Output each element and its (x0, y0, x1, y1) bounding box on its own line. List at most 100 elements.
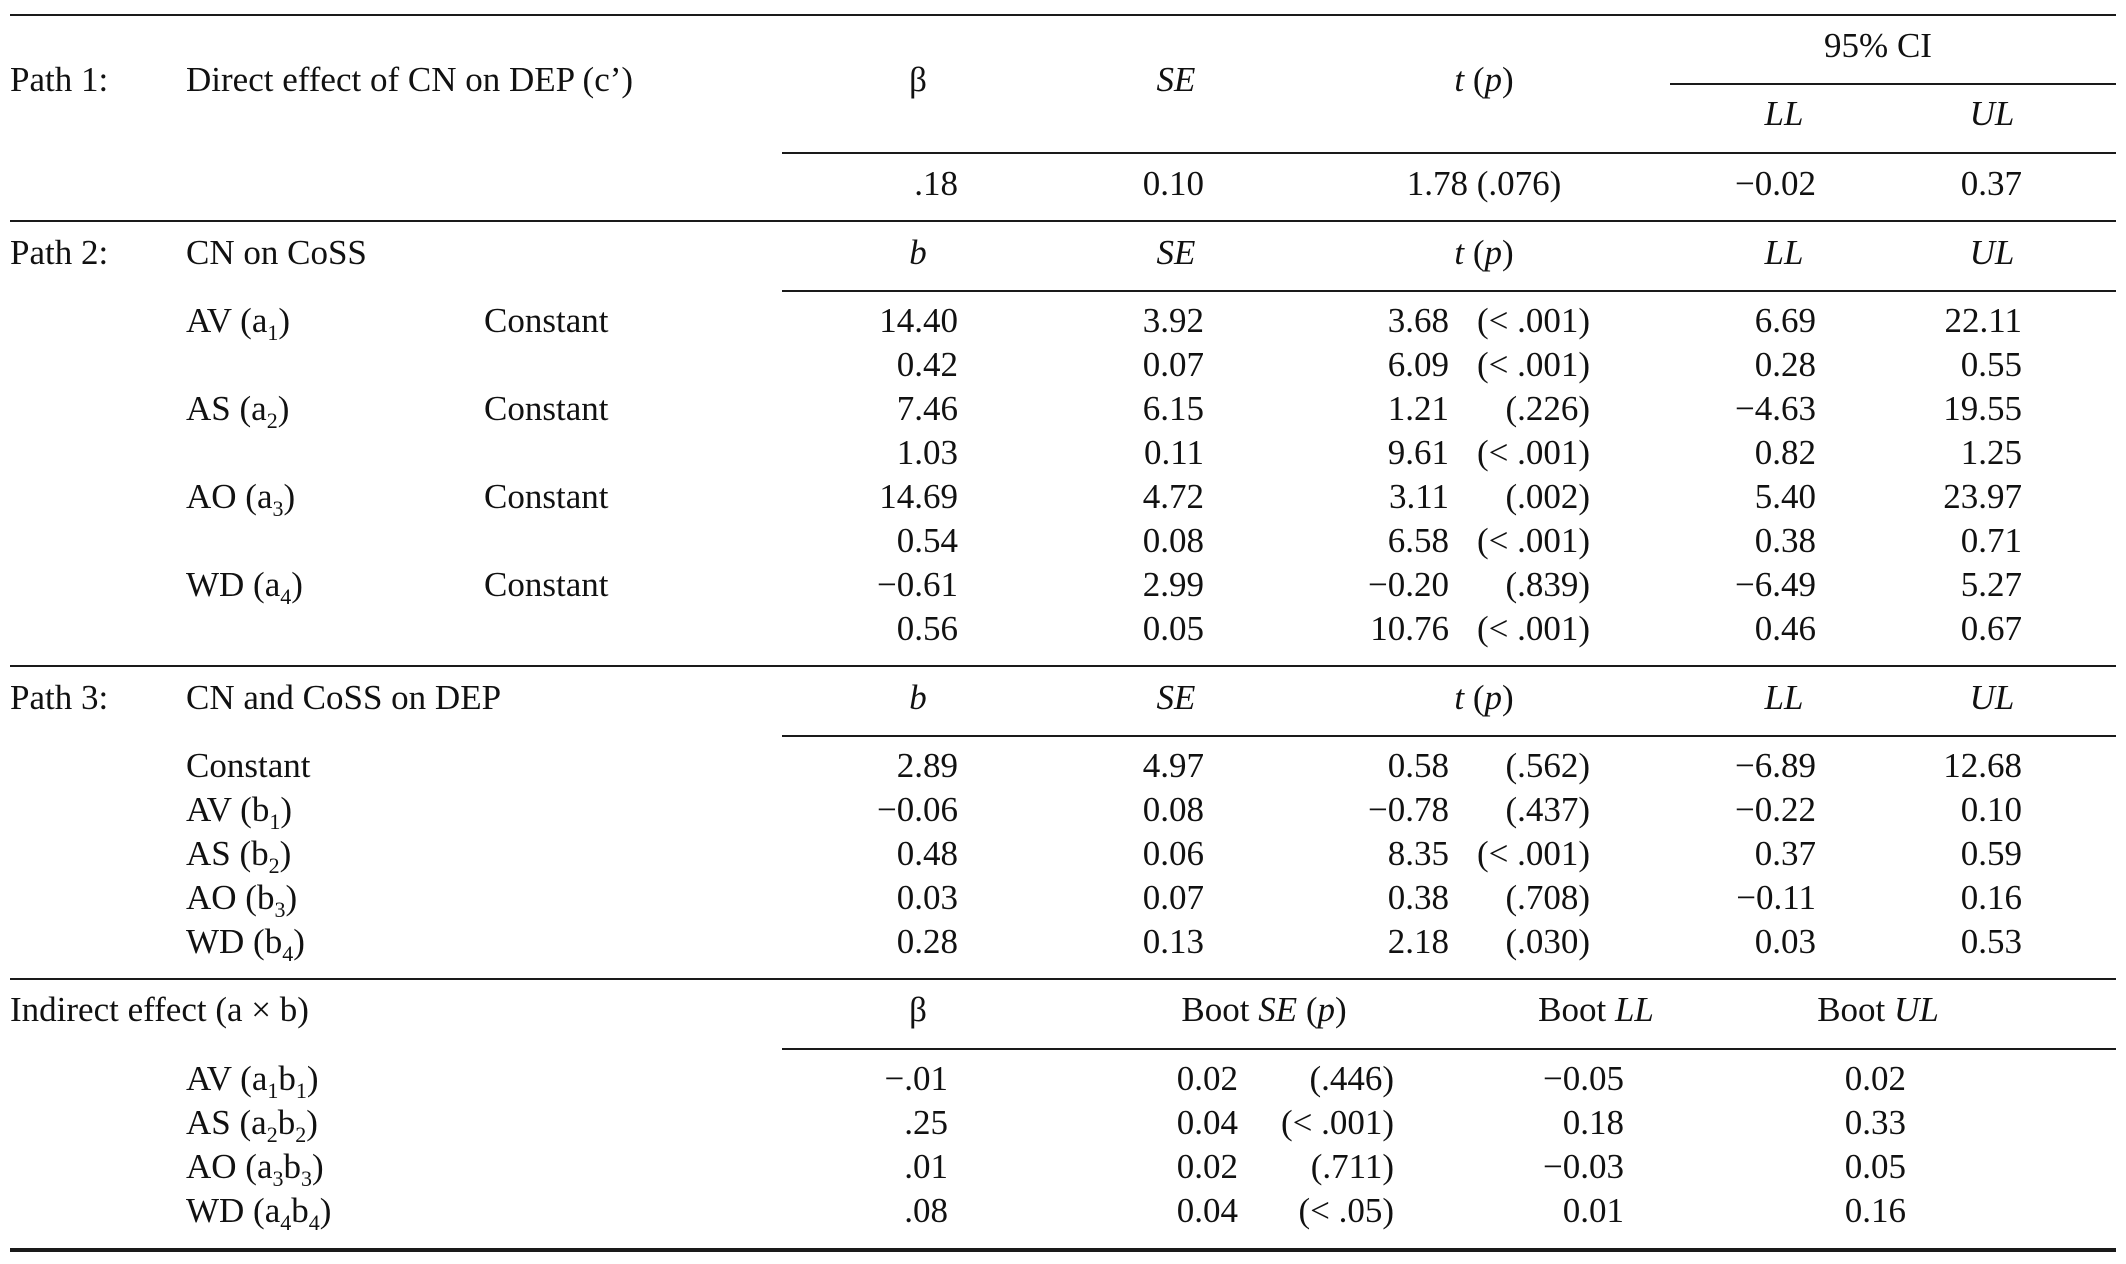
path2-b: 0.54 (896, 521, 958, 560)
indirect-se: 0.02 (1176, 1059, 1238, 1098)
path2-b: 14.40 (879, 301, 958, 340)
path2-ll: −4.63 (1735, 389, 1816, 428)
ci-span-rule (1670, 83, 2116, 85)
path3-t: 8.35 (1387, 834, 1449, 873)
path3-se: 0.07 (1142, 878, 1204, 917)
table-top-rule (10, 14, 2116, 16)
path1-label: Path 1: (10, 60, 109, 99)
indirect-path: AV (a1b1) (186, 1059, 319, 1103)
path2-b: 1.03 (896, 433, 958, 472)
path2-ll: 6.69 (1754, 301, 1816, 340)
path3-ll: −0.11 (1736, 878, 1816, 917)
path2-t: 6.58 (1387, 521, 1449, 560)
path3-b: 0.03 (896, 878, 958, 917)
path2-term: Constant (484, 389, 609, 428)
path3-p: (.437) (1505, 790, 1590, 829)
indirect-path: AS (a2b2) (186, 1103, 318, 1147)
path2-predictor: AV (a1) (186, 301, 291, 345)
path3-ll: 0.03 (1754, 922, 1816, 961)
path3-ul: 0.59 (1960, 834, 2022, 873)
indirect-p: (.711) (1310, 1147, 1394, 1186)
path1-tp-header: t (p) (1454, 60, 1514, 99)
indirect-se-header: Boot SE (p) (1181, 990, 1347, 1029)
path2-ul: 0.55 (1960, 345, 2022, 384)
path3-b: 0.28 (896, 922, 958, 961)
path3-se: 0.06 (1142, 834, 1204, 873)
indirect-ul-header: Boot UL (1817, 990, 1939, 1029)
path2-t: 6.09 (1387, 345, 1449, 384)
path3-ul-header: UL (1969, 678, 2015, 717)
path3-t: 0.58 (1387, 746, 1449, 785)
path3-bottom-rule (10, 978, 2116, 980)
path2-ll-header: LL (1764, 233, 1804, 272)
path3-b-header: b (909, 678, 927, 717)
indirect-se: 0.04 (1176, 1191, 1238, 1230)
path3-t: 2.18 (1387, 922, 1449, 961)
indirect-beta: .01 (904, 1147, 948, 1186)
path3-ul: 0.10 (1960, 790, 2022, 829)
path3-ll: −6.89 (1735, 746, 1816, 785)
path2-term: Constant (484, 565, 609, 604)
path2-ul: 23.97 (1943, 477, 2022, 516)
path2-t: 3.11 (1389, 477, 1449, 516)
path2-ll: 0.46 (1754, 609, 1816, 648)
path2-b-header: b (909, 233, 927, 272)
path1-bottom-rule (10, 220, 2116, 222)
indirect-ul: 0.16 (1844, 1191, 1906, 1230)
path1-ul: 0.37 (1960, 164, 2022, 203)
path2-se: 4.72 (1142, 477, 1204, 516)
path2-p: (.002) (1505, 477, 1590, 516)
indirect-ll: −0.05 (1543, 1059, 1624, 1098)
path3-header-rule (782, 735, 2116, 737)
path2-se: 0.11 (1144, 433, 1204, 472)
path1-se: 0.10 (1142, 164, 1204, 203)
path2-predictor: AS (a2) (186, 389, 290, 433)
path2-term: Constant (484, 301, 609, 340)
path2-ll: 5.40 (1754, 477, 1816, 516)
path3-b: 0.48 (896, 834, 958, 873)
path3-predictor: WD (b4) (186, 922, 305, 966)
path2-ul: 19.55 (1943, 389, 2022, 428)
path2-ll: 0.28 (1754, 345, 1816, 384)
path2-t: 9.61 (1387, 433, 1449, 472)
path2-p: (< .001) (1476, 301, 1590, 340)
indirect-p: (< .001) (1280, 1103, 1394, 1142)
path1-description: Direct effect of CN on DEP (c’) (186, 60, 634, 99)
indirect-ll: −0.03 (1543, 1147, 1624, 1186)
path2-ll: 0.38 (1754, 521, 1816, 560)
path2-p: (< .001) (1476, 345, 1590, 384)
path2-t: 3.68 (1387, 301, 1449, 340)
path3-p: (.030) (1505, 922, 1590, 961)
path3-p: (.708) (1505, 878, 1590, 917)
indirect-se: 0.04 (1176, 1103, 1238, 1142)
indirect-se: 0.02 (1176, 1147, 1238, 1186)
path2-b: 14.69 (879, 477, 958, 516)
path2-b: 0.56 (896, 609, 958, 648)
path1-header-rule (782, 152, 2116, 154)
path1-tp: 1.78 (.076) (1406, 164, 1562, 203)
path2-ul: 0.67 (1960, 609, 2022, 648)
path1-ci-header: 95% CI (1824, 26, 1932, 65)
path2-p: (.226) (1505, 389, 1590, 428)
path2-bottom-rule (10, 665, 2116, 667)
path3-ll: 0.37 (1754, 834, 1816, 873)
path1-ul-header: UL (1969, 94, 2015, 133)
path2-se: 2.99 (1142, 565, 1204, 604)
indirect-ll: 0.18 (1562, 1103, 1624, 1142)
path3-predictor: Constant (186, 746, 311, 785)
path1-beta: .18 (914, 164, 958, 203)
path1-ll: −0.02 (1735, 164, 1816, 203)
path3-predictor: AO (b3) (186, 878, 298, 922)
indirect-beta: −.01 (884, 1059, 949, 1098)
indirect-path: WD (a4b4) (186, 1191, 332, 1235)
path3-ul: 0.53 (1960, 922, 2022, 961)
path3-predictor: AS (b2) (186, 834, 292, 878)
path3-p: (< .001) (1476, 834, 1590, 873)
path2-predictor: AO (a3) (186, 477, 296, 521)
path3-b: 2.89 (896, 746, 958, 785)
path2-ul: 1.25 (1960, 433, 2022, 472)
path2-ll: −6.49 (1735, 565, 1816, 604)
path2-b: −0.61 (877, 565, 958, 604)
path3-p: (.562) (1505, 746, 1590, 785)
path3-ll: −0.22 (1735, 790, 1816, 829)
